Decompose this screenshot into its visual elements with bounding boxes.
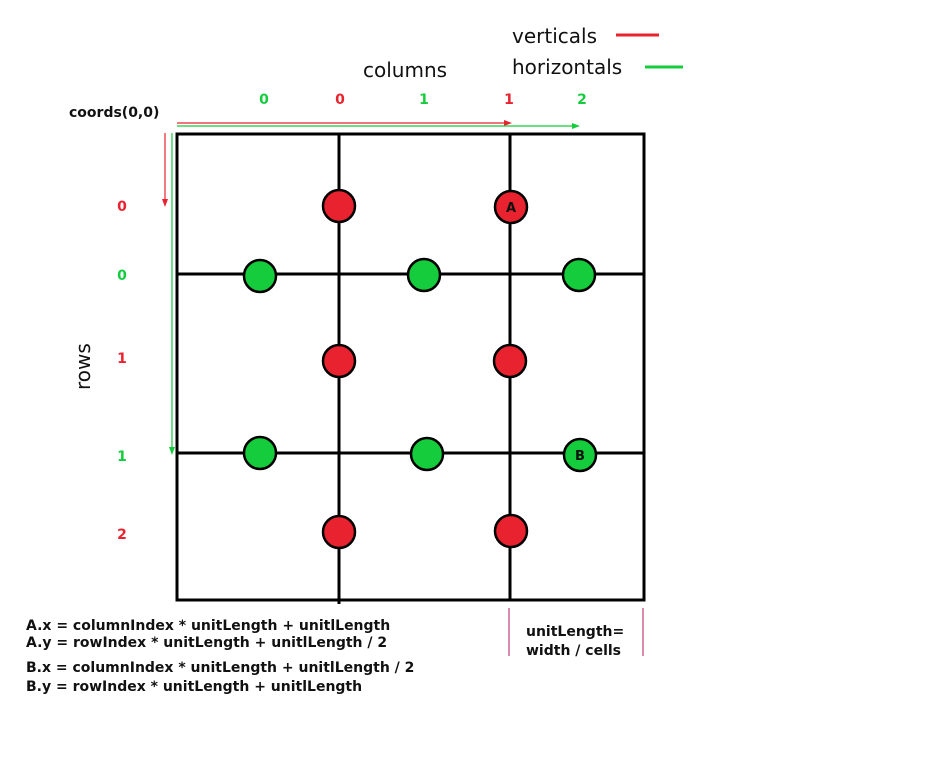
vertical-marker bbox=[321, 188, 357, 224]
column-arrow-horizontal-head bbox=[572, 123, 580, 129]
horizontal-marker bbox=[242, 435, 278, 471]
legend-horizontals-label: horizontals bbox=[512, 55, 622, 79]
vertical-index-arrows bbox=[162, 120, 512, 207]
vertical-markers bbox=[321, 188, 529, 550]
marker-b-label: B bbox=[575, 449, 585, 464]
row-index-label: 0 bbox=[117, 268, 127, 284]
row-index-label: 0 bbox=[117, 199, 127, 215]
column-index-label: 1 bbox=[504, 92, 514, 108]
grid-border bbox=[175, 132, 646, 602]
horizontal-marker bbox=[409, 436, 445, 472]
horizontal-marker bbox=[561, 257, 597, 293]
rows-axis-title: rows bbox=[71, 343, 95, 390]
formula-b-y: B.y = rowIndex * unitLength + unitlLengt… bbox=[26, 679, 362, 695]
horizontal-marker bbox=[406, 257, 442, 293]
formula-a-y: A.y = rowIndex * unitLength + unitlLengt… bbox=[26, 635, 387, 651]
horizontal-index-arrows bbox=[169, 123, 580, 455]
horizontal-markers bbox=[242, 257, 598, 473]
formula-b-x: B.x = columnIndex * unitLength + unitlLe… bbox=[26, 660, 414, 676]
vertical-marker bbox=[321, 514, 357, 550]
row-index-label: 1 bbox=[117, 449, 127, 465]
origin-label: coords(0,0) bbox=[69, 105, 159, 121]
row-arrow-vertical-head bbox=[162, 199, 168, 207]
row-index-label: 1 bbox=[117, 351, 127, 367]
horizontal-marker-b bbox=[562, 437, 598, 473]
column-index-label: 0 bbox=[259, 92, 269, 108]
column-index-label: 0 bbox=[335, 92, 345, 108]
vertical-marker-a bbox=[493, 189, 529, 225]
column-index-label: 1 bbox=[419, 92, 429, 108]
row-index-label: 2 bbox=[117, 527, 127, 543]
column-arrow-vertical-head bbox=[504, 120, 512, 126]
row-arrow-horizontal-head bbox=[169, 447, 175, 455]
vertical-marker bbox=[493, 513, 529, 549]
legend-verticals-label: verticals bbox=[512, 24, 597, 48]
vertical-marker bbox=[492, 343, 528, 379]
grid bbox=[175, 132, 646, 604]
column-index-label: 2 bbox=[577, 92, 587, 108]
unit-length-label: unitLength= bbox=[526, 624, 624, 640]
formula-a-x: A.x = columnIndex * unitLength + unitlLe… bbox=[26, 618, 390, 634]
horizontal-marker bbox=[242, 258, 278, 294]
unit-length-formula: width / cells bbox=[526, 643, 621, 659]
columns-axis-title: columns bbox=[363, 58, 447, 82]
vertical-marker bbox=[321, 343, 357, 379]
marker-a-label: A bbox=[506, 201, 516, 216]
